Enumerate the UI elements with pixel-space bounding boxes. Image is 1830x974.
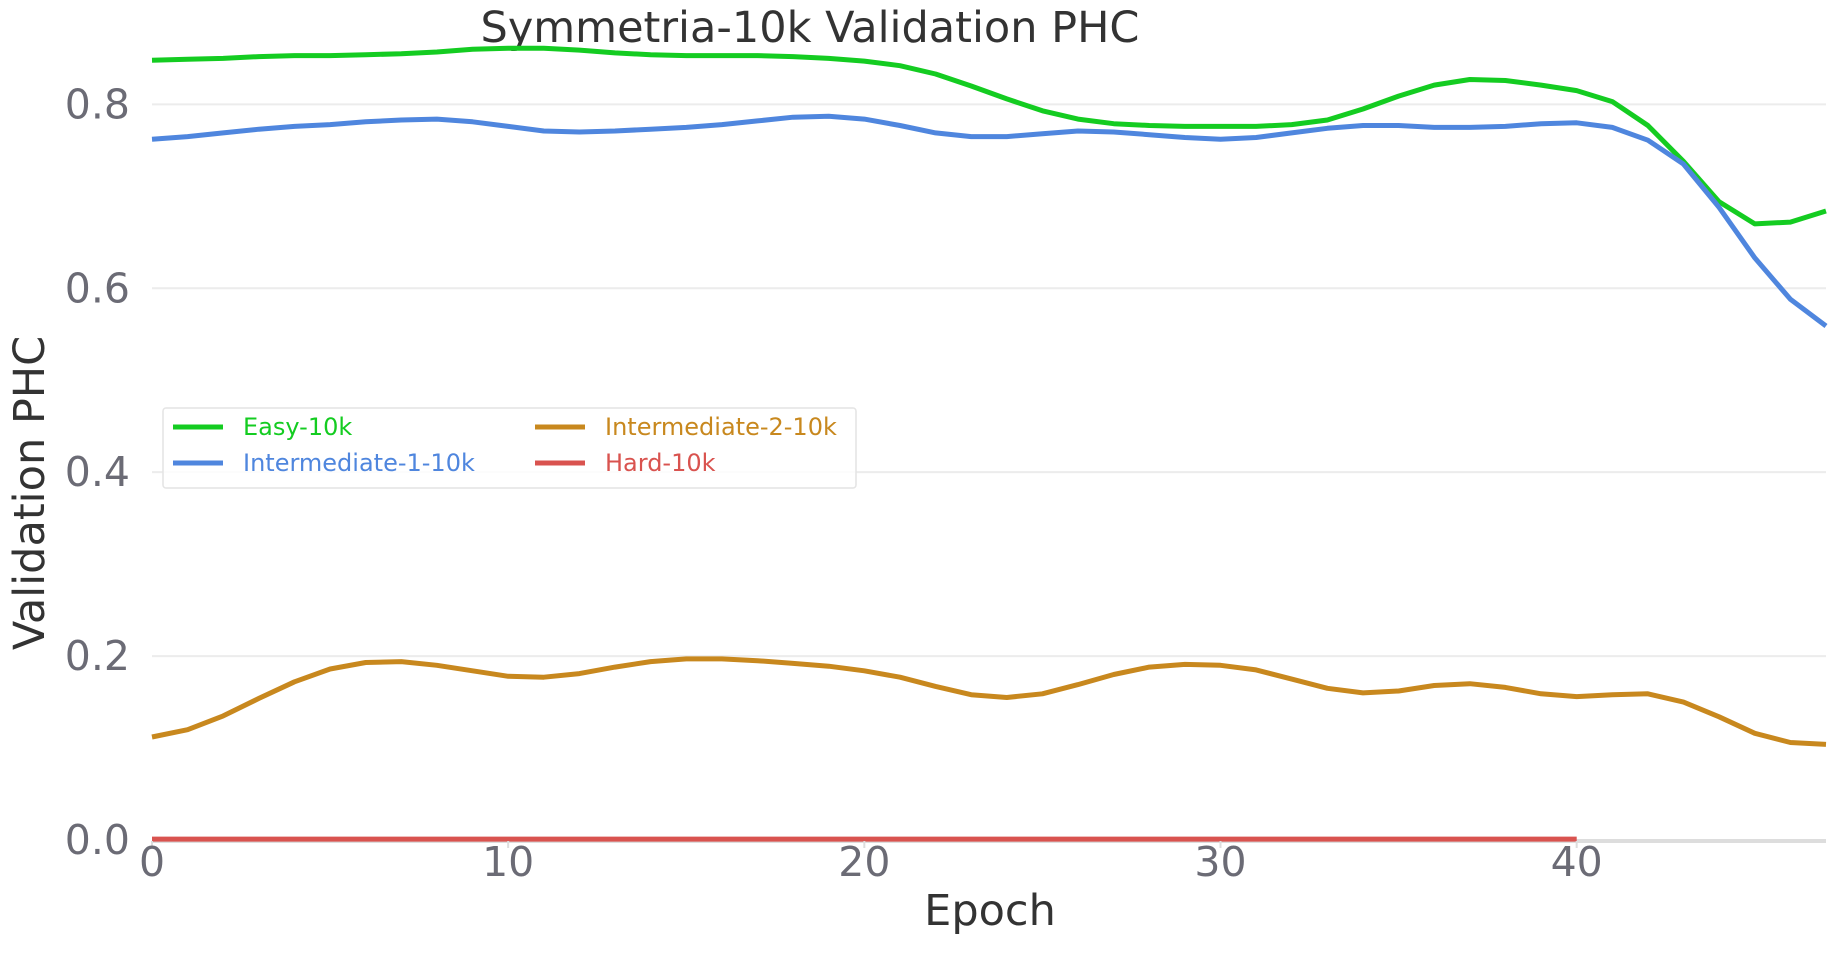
- legend: Easy-10k Intermediate-1-10k Intermediate-2…: [162, 407, 857, 489]
- series-line-intermediate-2-10k: [151, 656, 1827, 747]
- legend-label: Intermediate-2-10k: [605, 413, 837, 441]
- y-tick-label: 0.2: [65, 632, 130, 680]
- y-tick-label: 0.8: [65, 80, 130, 128]
- legend-frame: [162, 407, 857, 489]
- x-tick-label: 10: [482, 838, 534, 886]
- x-tick-label: 0: [139, 838, 165, 886]
- x-axis-label: Epoch: [924, 886, 1056, 936]
- y-tick-label: 0.6: [65, 264, 130, 312]
- legend-label: Intermediate-1-10k: [243, 449, 475, 477]
- x-axis-ticks: 0 10 20 30 40: [139, 838, 1603, 886]
- y-axis-label: Validation PHC: [5, 336, 55, 650]
- series-line-intermediate-1-10k: [151, 113, 1828, 328]
- chart-title: Symmetria-10k Validation PHC: [481, 3, 1140, 53]
- legend-label: Hard-10k: [605, 449, 716, 477]
- series-lines: [151, 45, 1828, 842]
- y-tick-label: 0.4: [65, 448, 130, 496]
- x-tick-label: 30: [1194, 838, 1246, 886]
- series-line-easy-10k: [151, 45, 1827, 227]
- y-tick-label: 0.0: [65, 816, 130, 864]
- x-tick-label: 20: [838, 838, 890, 886]
- x-tick-label: 40: [1551, 838, 1603, 886]
- y-axis-ticks: 0.0 0.2 0.4 0.6 0.8: [65, 80, 130, 864]
- legend-label: Easy-10k: [243, 413, 352, 441]
